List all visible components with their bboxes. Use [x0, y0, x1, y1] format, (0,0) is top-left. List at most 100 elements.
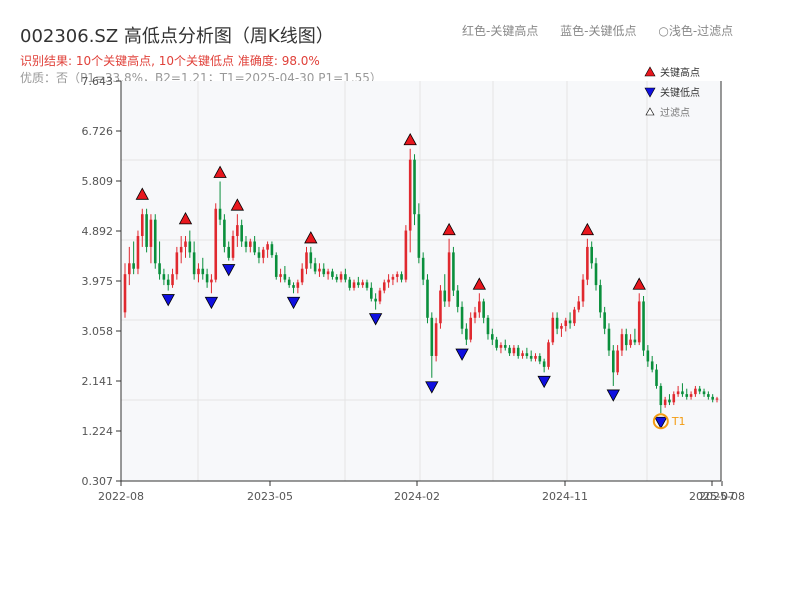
candle: [551, 312, 555, 346]
candle-body: [236, 225, 239, 237]
candle-body: [452, 252, 455, 291]
key-low-marker: [286, 296, 301, 310]
candle-body: [192, 252, 196, 275]
x-tick-label: 2025-07: [689, 490, 735, 503]
candle: [218, 181, 222, 226]
candle-body: [478, 301, 481, 313]
candle-body: [300, 268, 304, 283]
candle-body: [179, 246, 183, 253]
candle: [326, 268, 330, 280]
candle: [503, 339, 507, 351]
candle: [581, 274, 585, 307]
candle-body: [395, 274, 399, 277]
candle-body: [637, 301, 641, 343]
candle: [300, 263, 304, 286]
legend-label: 关键高点: [660, 66, 700, 79]
candle-body: [620, 334, 624, 351]
candle-body: [611, 350, 615, 373]
candle: [192, 241, 196, 280]
candle-body: [616, 350, 619, 373]
candle: [374, 293, 377, 310]
candle-body: [564, 320, 568, 326]
top-legend-light: ○浅色-过滤点: [658, 24, 734, 38]
result-summary: 识别结果: 10个关键高点, 10个关键低点 准确度: 98.0%: [20, 54, 320, 68]
candle: [387, 274, 390, 288]
x-tick-label: 2022-08: [98, 490, 144, 503]
candle-body: [261, 249, 265, 258]
candle-body: [508, 347, 511, 354]
candle: [171, 268, 174, 288]
candle: [707, 391, 710, 400]
candle-body: [715, 398, 719, 400]
candle-body: [603, 312, 606, 329]
candle-body: [296, 282, 300, 288]
candle: [205, 268, 209, 288]
y-tick-label: 0.307: [82, 475, 114, 488]
candle: [646, 345, 650, 367]
candle-body: [331, 271, 334, 277]
candle: [197, 263, 200, 283]
candle-body: [516, 347, 520, 356]
candle-body: [201, 268, 205, 275]
candle-body: [568, 320, 572, 324]
candle: [184, 236, 187, 258]
candle-body: [249, 241, 252, 247]
candle: [214, 203, 218, 283]
candle-body: [348, 279, 352, 288]
candle: [668, 394, 671, 406]
candle: [188, 230, 192, 258]
candle: [123, 263, 127, 318]
candle: [136, 230, 140, 275]
candle: [594, 257, 598, 291]
candle: [339, 271, 343, 283]
candle-body: [205, 274, 209, 283]
candle: [179, 236, 183, 264]
candle: [443, 274, 447, 307]
y-tick-label: 1.224: [82, 425, 114, 438]
key-high-marker: [213, 165, 227, 178]
t1-ring: [652, 413, 669, 430]
candle-body: [434, 323, 438, 356]
candle-body: [685, 394, 689, 397]
candle-body: [430, 317, 434, 356]
key-low-marker: [606, 389, 620, 402]
candle: [292, 282, 295, 294]
y-tick-label: 3.058: [82, 325, 114, 338]
key-high-marker: [580, 222, 595, 236]
candle-body: [218, 208, 222, 220]
candle-body: [689, 394, 693, 397]
key-high-marker: [304, 231, 318, 244]
candle: [149, 214, 153, 264]
candle-body: [577, 301, 581, 310]
candle-body: [270, 244, 274, 256]
candle: [128, 246, 131, 286]
key-high-marker: [230, 198, 245, 211]
candle: [473, 306, 477, 324]
candle: [499, 342, 503, 354]
candle: [344, 268, 347, 283]
candle-body: [361, 282, 364, 286]
candle-body: [711, 396, 714, 400]
candle: [689, 391, 693, 400]
candle: [201, 257, 205, 280]
candle-body: [158, 263, 161, 275]
candle: [452, 246, 455, 296]
key-high-marker: [632, 277, 646, 290]
candle-body: [495, 339, 498, 348]
candle: [637, 293, 641, 346]
candle-body: [244, 241, 248, 247]
candle: [577, 295, 581, 313]
candle-body: [274, 255, 278, 277]
candle-body: [538, 355, 542, 362]
candle-body: [586, 246, 589, 280]
candle: [560, 323, 563, 337]
candle-body: [702, 391, 706, 395]
x-tick-label: 2024-02: [394, 490, 440, 503]
candle: [633, 328, 637, 346]
candle: [223, 214, 226, 253]
candle: [352, 279, 356, 291]
candle: [283, 266, 287, 283]
candle: [382, 279, 386, 294]
